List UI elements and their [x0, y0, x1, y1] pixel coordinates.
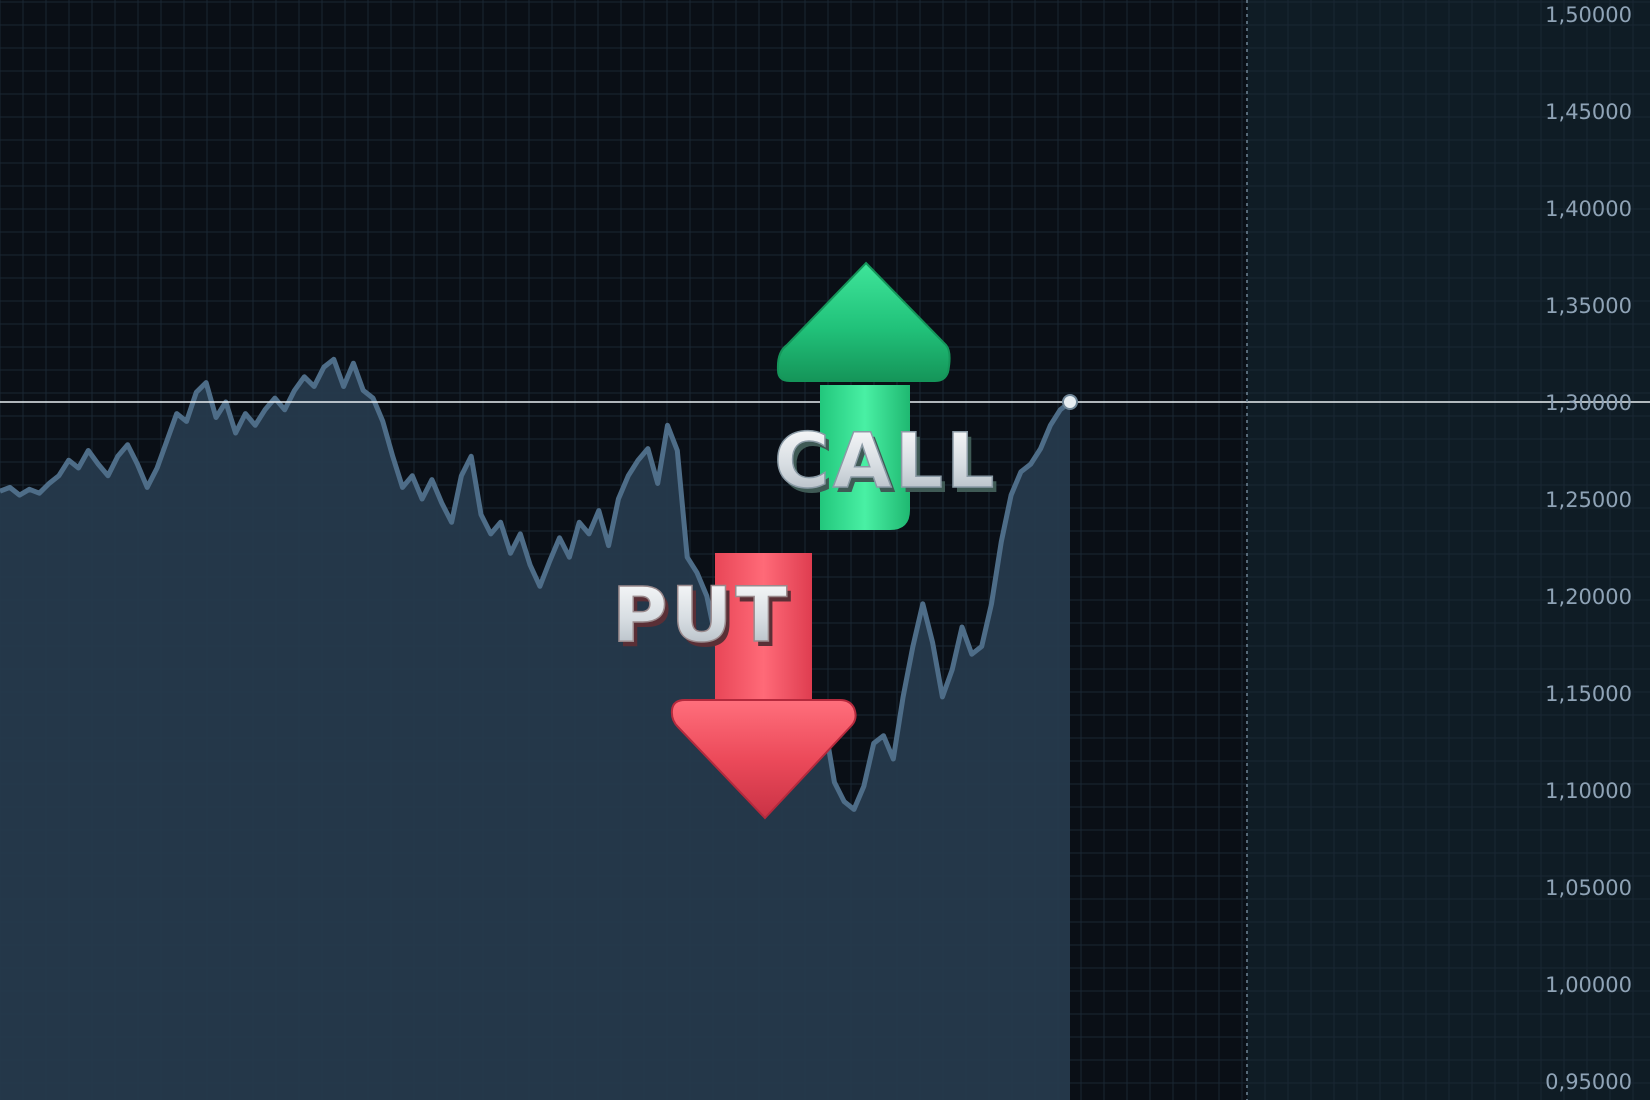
y-tick-label: 1,00000	[1545, 973, 1632, 997]
y-tick-label: 1,45000	[1545, 100, 1632, 124]
svg-text:PUT: PUT	[616, 575, 794, 664]
y-tick-label: 1,35000	[1545, 294, 1632, 318]
y-tick-label: 1,40000	[1545, 197, 1632, 221]
y-tick-label: 1,05000	[1545, 876, 1632, 900]
current-price-marker	[1062, 394, 1078, 410]
put-label: PUT	[612, 570, 790, 659]
y-tick-label: 1,50000	[1545, 3, 1632, 27]
call-label: CALL	[774, 416, 997, 505]
y-tick-label: 0,95000	[1545, 1070, 1632, 1094]
price-line	[0, 356, 1072, 812]
arrow-down-icon	[670, 553, 857, 820]
y-tick-label: 1,25000	[1545, 488, 1632, 512]
y-axis: 1,50000 1,45000 1,40000 1,35000 1,30000 1,250…	[1545, 3, 1632, 1094]
put-arrow: PUT PUT	[611, 553, 857, 820]
y-tick-label: 1,20000	[1545, 585, 1632, 609]
price-area	[0, 359, 1070, 1100]
y-tick-label: 1,15000	[1545, 682, 1632, 706]
y-tick-label: 1,10000	[1545, 779, 1632, 803]
arrow-up-icon	[776, 261, 951, 530]
y-tick-label: 1,30000	[1545, 391, 1632, 415]
svg-text:CALL: CALL	[778, 421, 1001, 510]
call-arrow: CALL CALL	[773, 261, 1001, 530]
